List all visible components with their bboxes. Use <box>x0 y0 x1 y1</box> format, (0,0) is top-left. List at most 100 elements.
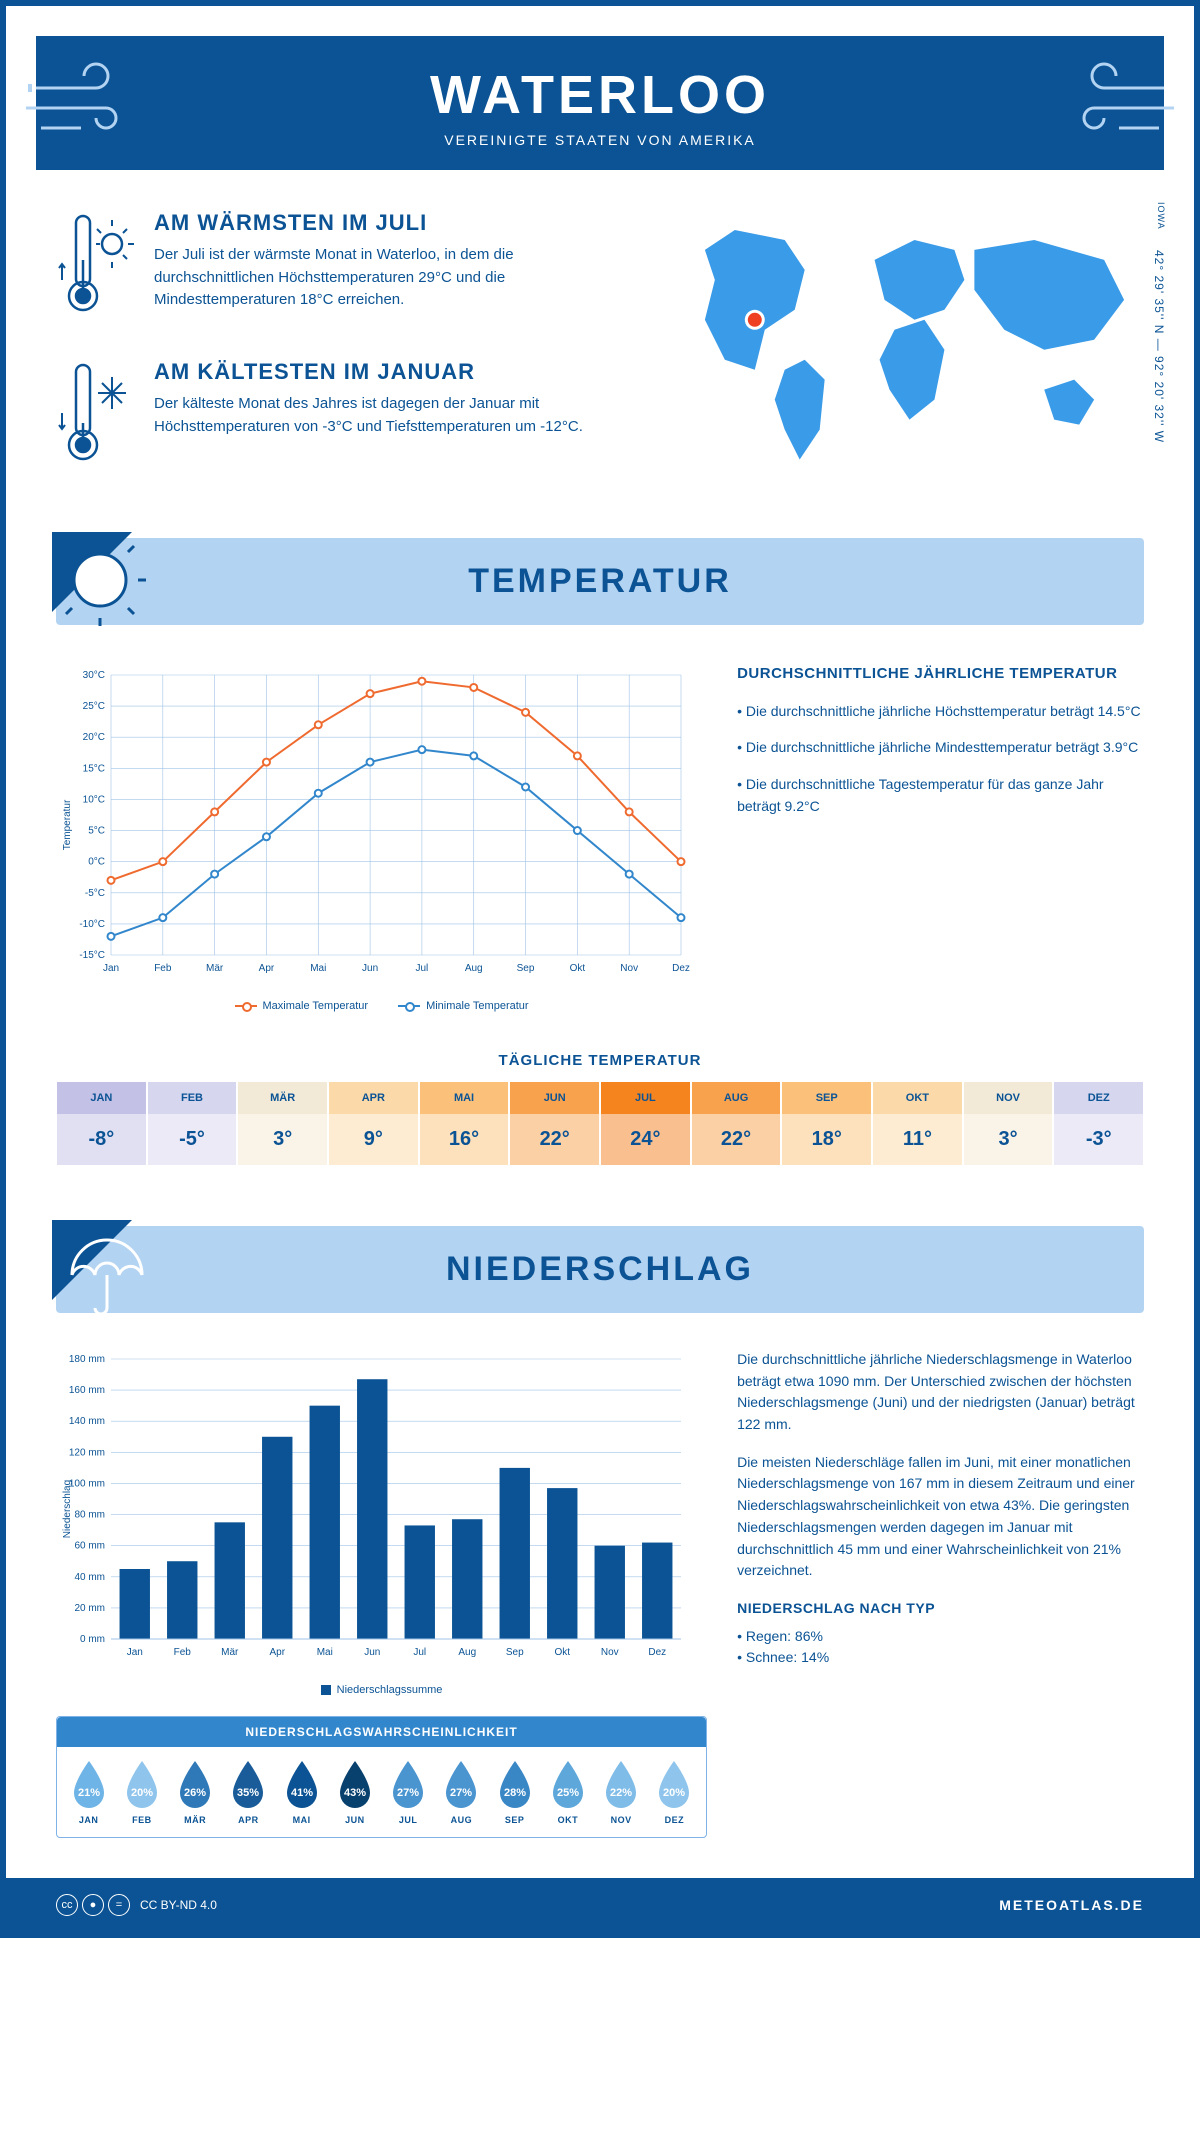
svg-text:180 mm: 180 mm <box>69 1354 105 1365</box>
coldest-title: AM KÄLTESTEN IM JANUAR <box>154 359 605 385</box>
daily-cell: OKT11° <box>872 1081 963 1166</box>
precip-legend-label: Niederschlagssumme <box>337 1684 443 1696</box>
svg-text:-5°C: -5°C <box>85 888 105 899</box>
probability-title: NIEDERSCHLAGSWAHRSCHEINLICHKEIT <box>57 1717 706 1747</box>
svg-text:160 mm: 160 mm <box>69 1385 105 1396</box>
legend-min-label: Minimale Temperatur <box>426 1000 529 1012</box>
svg-text:Feb: Feb <box>174 1647 192 1658</box>
precip-chart-legend: Niederschlagssumme <box>56 1684 707 1696</box>
svg-text:Aug: Aug <box>458 1647 476 1658</box>
precip-para-1: Die durchschnittliche jährliche Niedersc… <box>737 1349 1144 1436</box>
svg-text:Jan: Jan <box>103 963 119 974</box>
svg-text:Sep: Sep <box>506 1647 524 1658</box>
svg-text:Feb: Feb <box>154 963 172 974</box>
site-label: METEOATLAS.DE <box>999 1897 1144 1913</box>
svg-text:28%: 28% <box>504 1787 526 1799</box>
coldest-text: Der kälteste Monat des Jahres ist dagege… <box>154 393 605 438</box>
svg-text:Jan: Jan <box>127 1647 143 1658</box>
svg-text:5°C: 5°C <box>88 826 105 837</box>
footer: cc ● = CC BY-ND 4.0 METEOATLAS.DE <box>6 1878 1194 1932</box>
probability-cell: 25%OKT <box>542 1759 593 1825</box>
svg-text:60 mm: 60 mm <box>74 1541 105 1552</box>
probability-cell: 35%APR <box>223 1759 274 1825</box>
legend-max-label: Maximale Temperatur <box>263 1000 369 1012</box>
svg-text:Okt: Okt <box>570 963 586 974</box>
probability-cell: 27%AUG <box>436 1759 487 1825</box>
svg-text:0 mm: 0 mm <box>80 1634 105 1645</box>
svg-text:10°C: 10°C <box>83 794 105 805</box>
temperature-info: DURCHSCHNITTLICHE JÄHRLICHE TEMPERATUR •… <box>737 665 1144 832</box>
thermometer-cold-icon <box>56 359 134 474</box>
temp-info-title: DURCHSCHNITTLICHE JÄHRLICHE TEMPERATUR <box>737 665 1144 682</box>
country-subtitle: VEREINIGTE STAATEN VON AMERIKA <box>36 132 1164 148</box>
svg-text:Dez: Dez <box>672 963 690 974</box>
svg-text:21%: 21% <box>78 1787 100 1799</box>
daily-cell: FEB-5° <box>147 1081 238 1166</box>
svg-text:26%: 26% <box>184 1787 206 1799</box>
probability-box: NIEDERSCHLAGSWAHRSCHEINLICHKEIT 21%JAN20… <box>56 1716 707 1838</box>
svg-text:35%: 35% <box>237 1787 259 1799</box>
svg-text:Mär: Mär <box>206 963 224 974</box>
license-label: CC BY-ND 4.0 <box>140 1898 217 1912</box>
svg-text:Jun: Jun <box>364 1647 380 1658</box>
svg-text:20°C: 20°C <box>83 732 105 743</box>
daily-cell: SEP18° <box>781 1081 872 1166</box>
svg-text:27%: 27% <box>397 1787 419 1799</box>
warmest-block: AM WÄRMSTEN IM JULI Der Juli ist der wär… <box>56 210 605 325</box>
intro-row: AM WÄRMSTEN IM JULI Der Juli ist der wär… <box>56 210 1144 508</box>
probability-cell: 41%MAI <box>276 1759 327 1825</box>
svg-text:-10°C: -10°C <box>79 919 105 930</box>
temperature-line-chart: -15°C-10°C-5°C0°C5°C10°C15°C20°C25°C30°C… <box>56 665 707 1012</box>
probability-cell: 27%JUL <box>383 1759 434 1825</box>
nd-icon: = <box>108 1894 130 1916</box>
temp-bullet-2: • Die durchschnittliche jährliche Mindes… <box>737 736 1144 758</box>
svg-text:-15°C: -15°C <box>79 950 105 961</box>
svg-text:Okt: Okt <box>554 1647 570 1658</box>
city-title: WATERLOO <box>36 64 1164 126</box>
wind-icon-left <box>26 58 146 148</box>
daily-cell: AUG22° <box>691 1081 782 1166</box>
svg-text:Nov: Nov <box>601 1647 619 1658</box>
probability-cell: 20%FEB <box>116 1759 167 1825</box>
precip-para-2: Die meisten Niederschläge fallen im Juni… <box>737 1452 1144 1582</box>
precipitation-bar-chart: 0 mm20 mm40 mm60 mm80 mm100 mm120 mm140 … <box>56 1349 707 1838</box>
precipitation-info: Die durchschnittliche jährliche Niedersc… <box>737 1349 1144 1669</box>
coordinates: 42° 29' 35'' N — 92° 20' 32'' W <box>1152 250 1166 443</box>
temperature-banner-label: TEMPERATUR <box>468 562 732 600</box>
svg-text:22%: 22% <box>610 1787 632 1799</box>
svg-text:0°C: 0°C <box>88 857 105 868</box>
svg-text:80 mm: 80 mm <box>74 1510 105 1521</box>
probability-cell: 20%DEZ <box>649 1759 700 1825</box>
world-map-icon <box>645 210 1144 470</box>
svg-text:25°C: 25°C <box>83 701 105 712</box>
svg-text:Jul: Jul <box>416 963 429 974</box>
daily-temp-title: TÄGLICHE TEMPERATUR <box>56 1052 1144 1069</box>
svg-text:Mai: Mai <box>317 1647 333 1658</box>
world-map-panel: IOWA 42° 29' 35'' N — 92° 20' 32'' W <box>645 210 1144 475</box>
svg-text:Nov: Nov <box>620 963 638 974</box>
umbrella-icon <box>52 1220 162 1330</box>
by-icon: ● <box>82 1894 104 1916</box>
probability-cell: 43%JUN <box>329 1759 380 1825</box>
svg-text:15°C: 15°C <box>83 763 105 774</box>
svg-text:43%: 43% <box>344 1787 366 1799</box>
svg-text:Aug: Aug <box>465 963 483 974</box>
cc-icons: cc ● = <box>56 1894 130 1916</box>
daily-cell: MÄR3° <box>237 1081 328 1166</box>
svg-text:Temperatur: Temperatur <box>62 799 73 850</box>
header-banner: WATERLOO VEREINIGTE STAATEN VON AMERIKA <box>36 36 1164 170</box>
svg-text:Apr: Apr <box>259 963 275 974</box>
svg-text:Mai: Mai <box>310 963 326 974</box>
probability-cell: 28%SEP <box>489 1759 540 1825</box>
precipitation-banner-label: NIEDERSCHLAG <box>446 1250 754 1288</box>
svg-text:Dez: Dez <box>648 1647 666 1658</box>
daily-cell: NOV3° <box>963 1081 1054 1166</box>
infographic-container: WATERLOO VEREINIGTE STAATEN VON AMERIKA … <box>0 0 1200 1938</box>
svg-text:120 mm: 120 mm <box>69 1447 105 1458</box>
warmest-text: Der Juli ist der wärmste Monat in Waterl… <box>154 244 605 312</box>
precip-type-title: NIEDERSCHLAG NACH TYP <box>737 1598 1144 1620</box>
svg-text:Sep: Sep <box>517 963 535 974</box>
region-label: IOWA <box>1156 202 1166 230</box>
daily-cell: APR9° <box>328 1081 419 1166</box>
svg-text:20%: 20% <box>663 1787 685 1799</box>
